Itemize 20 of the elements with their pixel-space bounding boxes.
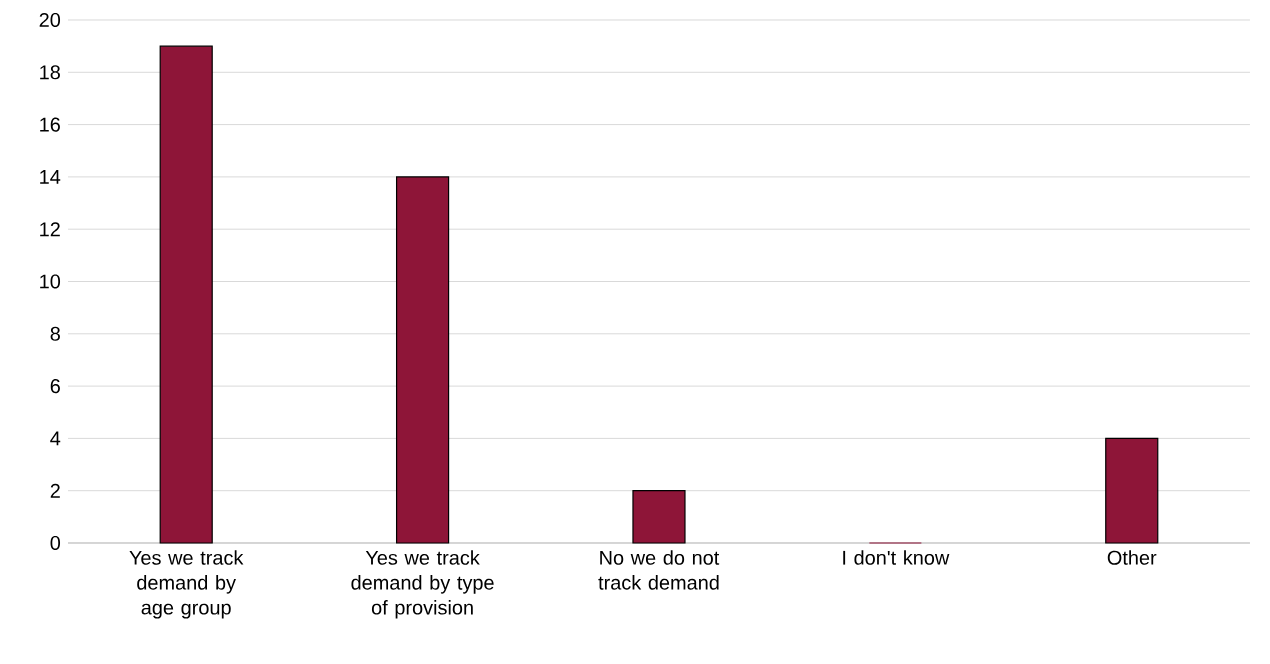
bar [632,490,686,544]
y-tick-label: 0 [50,535,61,551]
y-tick-label: 12 [40,222,60,237]
x-tick-label: No we do not track demand [598,550,720,590]
y-tick-label: 4 [50,431,61,446]
x-tick-label: Yes we track demand by age group [129,550,244,619]
y-tick-label: 2 [50,483,60,498]
y-tick-label: 16 [40,117,60,132]
bar [1105,437,1159,544]
y-tick-label: 10 [40,274,61,289]
x-tick-label: Other [1107,550,1157,565]
y-tick-label: 6 [50,379,60,394]
y-tick-label: 18 [40,65,60,80]
y-tick-label: 8 [50,326,60,341]
y-tick-label: 14 [40,170,61,184]
bar [395,176,450,544]
x-tick-label: I don't know [843,550,950,565]
bar [159,45,213,544]
x-tick-label: Yes we track demand by type of provision [351,550,494,619]
y-tick-label: 20 [39,12,61,28]
